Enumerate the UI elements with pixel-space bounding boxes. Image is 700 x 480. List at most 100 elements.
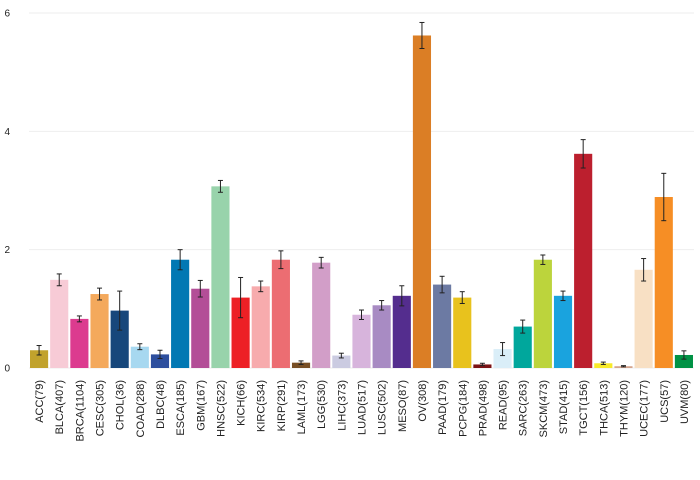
error-bar [500,342,506,357]
x-tick-label: BLCA(407) [54,380,66,434]
error-bar [97,287,103,301]
error-bar [177,249,183,271]
x-tick-label: LUAD(517) [357,380,369,435]
y-tick-label: 4 [4,127,10,138]
bar [191,288,210,368]
x-tick-label: KIRP(291) [276,380,288,431]
bar [130,346,149,368]
x-tick-label: PRAD(498) [477,380,489,436]
x-tick-label: TGCT(156) [578,380,590,436]
error-bar [580,139,586,169]
x-tick-label: GBM(167) [195,380,207,431]
bar [50,279,69,368]
error-bar [641,258,647,282]
error-bar [379,300,385,311]
bar [433,284,452,368]
error-bar [137,343,143,351]
error-bar [197,279,203,298]
bar [513,326,532,368]
bar [332,355,351,368]
error-bars [36,21,687,368]
bars [30,35,693,368]
error-bar [298,360,304,365]
x-tick-label: PAAD(179) [437,380,449,435]
x-tick-label: LAML(173) [296,380,308,434]
bar [654,197,673,368]
bar [372,305,391,368]
bar [171,259,190,368]
bar [70,318,89,368]
x-tick-label: CHOL(36) [115,380,127,430]
bar [473,364,492,368]
bar [352,314,371,368]
error-bar [520,319,526,334]
error-bar [56,273,62,287]
bar [90,294,109,368]
error-bar [479,362,485,367]
error-bar [661,172,667,222]
x-tick-label: UCEC(177) [639,380,651,437]
x-tick-label: LIHC(373) [336,380,348,431]
x-tick-label: ESCA(185) [175,380,187,436]
error-bar [258,280,264,293]
error-bar [560,290,566,302]
x-tick-label: ACC(79) [34,380,46,423]
x-tick-label: STAD(415) [558,380,570,434]
error-bar [217,179,223,193]
bar [594,363,613,368]
x-tick-label: KICH(66) [236,380,248,426]
error-bar [76,315,82,323]
bar [271,259,290,368]
bar [674,354,693,368]
error-bar [338,352,344,359]
x-tick-label: SKCM(473) [538,380,550,437]
error-bar [600,361,606,365]
error-bar [540,254,546,265]
x-tick-label: THCA(513) [598,380,610,436]
x-tick-label: UVM(80) [679,380,691,424]
x-tick-label: OV(308) [417,380,429,422]
error-bar [459,291,465,305]
error-bar [157,349,163,360]
bar [453,297,472,368]
y-tick-label: 6 [4,9,10,20]
x-tick-label: HNSC(522) [215,380,227,437]
error-bar [439,275,445,294]
x-tick-label: READ(95) [498,380,510,430]
error-bar [117,290,123,331]
bar [392,295,411,368]
x-tick-label: PCPG(184) [457,380,469,437]
error-bar [318,256,324,269]
bar [574,153,593,368]
error-bar [359,309,364,320]
x-tick-label: THYM(120) [618,380,630,437]
bar [493,349,512,368]
x-tick-label: MESO(87) [397,380,409,432]
bar [291,362,311,368]
bar [533,259,552,368]
x-tick-label: BRCA(1104) [74,380,86,442]
x-tick-label: LGG(530) [316,380,328,429]
error-bar [238,276,244,319]
y-axis-ticks: 0 2 4 6 [4,9,10,375]
x-tick-label: KIRC(534) [256,380,268,432]
error-bar [278,250,284,270]
error-bar [399,285,405,307]
bar [251,286,270,368]
y-tick-label: 0 [4,364,10,375]
bar [150,354,170,368]
bar [30,350,49,368]
bar [231,297,250,368]
x-tick-label: COAD(288) [135,380,147,437]
bar [211,186,230,368]
bar [110,310,129,368]
bar [634,269,653,368]
error-bar [681,350,687,360]
error-bar [419,21,425,49]
bar [553,295,573,368]
error-bar [36,345,42,356]
x-tick-label: DLBC(48) [155,380,167,429]
bar [312,262,331,368]
y-tick-label: 2 [4,245,10,256]
